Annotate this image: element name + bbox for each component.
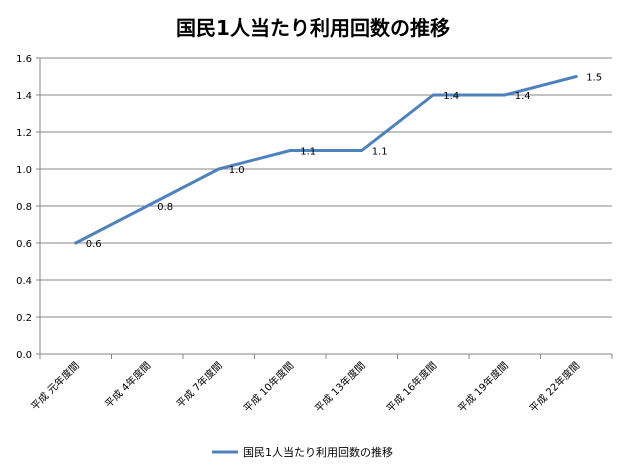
x-tick-label: 平成 13年度間 <box>312 359 368 415</box>
data-labels: 0.6 0.8 1.0 1.1 1.1 1.4 1.4 1.5 <box>86 73 602 251</box>
x-tick-label: 平成 16年度間 <box>384 359 440 415</box>
y-tick-label: 1.0 <box>16 165 32 176</box>
data-label: 0.8 <box>157 202 173 213</box>
legend: 国民1人当たり利用回数の推移 <box>212 445 393 459</box>
y-tick-label: 0.8 <box>16 202 32 213</box>
data-label: 1.5 <box>586 73 602 84</box>
chart-title: 国民1人当たり利用回数の推移 <box>176 16 450 40</box>
y-tick-label: 0.4 <box>16 276 32 287</box>
data-label: 0.6 <box>86 239 102 250</box>
x-tick-label: 平成 7年度間 <box>174 359 225 410</box>
data-label: 1.1 <box>300 147 316 158</box>
y-tick-label: 0.2 <box>16 313 32 324</box>
y-tick-label: 1.4 <box>16 91 32 102</box>
x-axis-ticks: 平成 元年度間 平成 4年度間 平成 7年度間 平成 10年度間 平成 13年度間 平成 … <box>28 354 613 415</box>
data-label: 1.1 <box>372 147 388 158</box>
y-tick-label: 0.0 <box>16 350 32 361</box>
y-tick-label: 0.6 <box>16 239 32 250</box>
series-line <box>74 75 578 245</box>
y-axis-ticks: 0.0 0.2 0.4 0.6 0.8 1.0 1.2 1.4 1.6 <box>16 54 40 361</box>
x-tick-label: 平成 22年度間 <box>527 359 583 415</box>
x-tick-label: 平成 10年度間 <box>241 359 297 415</box>
legend-label: 国民1人当たり利用回数の推移 <box>243 445 393 459</box>
data-label: 1.0 <box>229 165 245 176</box>
gridlines <box>40 57 612 318</box>
series-group <box>74 75 578 245</box>
y-tick-label: 1.6 <box>16 54 32 65</box>
data-label: 1.4 <box>515 91 531 102</box>
x-tick-label: 平成 4年度間 <box>102 359 153 410</box>
y-tick-label: 1.2 <box>16 128 32 139</box>
x-tick-label: 平成 元年度間 <box>28 359 82 413</box>
x-tick-label: 平成 19年度間 <box>455 359 511 415</box>
data-label: 1.4 <box>443 91 459 102</box>
